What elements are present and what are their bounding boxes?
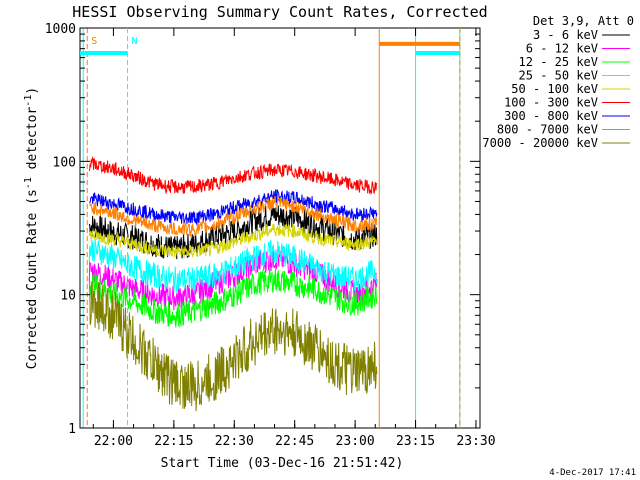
legend-label-6: 300 - 800 keV	[504, 109, 598, 123]
plot-frame	[79, 27, 481, 429]
legend-label-1: 6 - 12 keV	[526, 42, 598, 56]
marker-label-S: S	[91, 36, 97, 47]
footer-date: 4-Dec-2017 17:41	[549, 468, 636, 478]
legend-label-7: 800 - 7000 keV	[497, 123, 598, 137]
y-axis-label: Corrected Count Rate (s-1 detector-1)	[23, 87, 40, 369]
legend-label-2: 12 - 25 keV	[519, 55, 598, 69]
legend-label-5: 100 - 300 keV	[504, 96, 598, 110]
x-axis-ticks: 22:00 22:15 22:30 22:45 23:00 23:15 23:30	[92, 28, 496, 449]
series-line-1	[88, 245, 378, 311]
series-line-3	[88, 237, 378, 293]
y-tick-label-2: 100	[53, 155, 76, 170]
series-line-7	[88, 195, 378, 238]
series-line-0	[88, 204, 378, 260]
y-axis-ticks: 1 10 100 1000	[45, 22, 480, 437]
legend-label-3: 25 - 50 keV	[519, 69, 598, 83]
legend-title: Det 3,9, Att 0	[533, 14, 634, 28]
series-lines	[88, 155, 378, 412]
series-line-2	[88, 268, 378, 328]
x-tick-label-0: 22:00	[94, 434, 133, 449]
y-axis-label-end: )	[25, 87, 40, 95]
y-axis-label-mid: detector	[25, 107, 40, 178]
legend-label-4: 50 - 100 keV	[511, 82, 598, 96]
y-tick-label-1: 10	[60, 289, 76, 304]
reference-lines	[82, 28, 461, 428]
y-axis-label-sup-1: -1	[23, 177, 34, 189]
y-axis-label-base: Corrected Count Rate (s	[25, 189, 40, 369]
series-line-8	[88, 278, 378, 412]
marker-label-N: N	[132, 36, 138, 47]
series-line-4	[88, 223, 378, 259]
x-tick-label-2: 22:30	[215, 434, 254, 449]
flag-bars	[80, 41, 460, 55]
x-tick-label-6: 23:30	[456, 434, 495, 449]
series-line-6	[89, 189, 378, 226]
y-axis-label-sup-2: -1	[23, 95, 34, 107]
y-tick-label-3: 1000	[45, 22, 76, 37]
x-tick-label-1: 22:15	[154, 434, 193, 449]
legend-label-0: 3 - 6 keV	[533, 28, 598, 42]
x-axis-label: Start Time (03-Dec-16 21:51:42)	[161, 456, 404, 471]
x-tick-label-3: 22:45	[275, 434, 314, 449]
chart-title: HESSI Observing Summary Count Rates, Cor…	[72, 3, 487, 21]
series-line-5	[88, 155, 378, 196]
legend-label-8: 7000 - 20000 keV	[482, 136, 598, 150]
x-tick-label-4: 23:00	[336, 434, 375, 449]
y-tick-label-0: 1	[68, 422, 76, 437]
x-tick-label-5: 23:15	[396, 434, 435, 449]
